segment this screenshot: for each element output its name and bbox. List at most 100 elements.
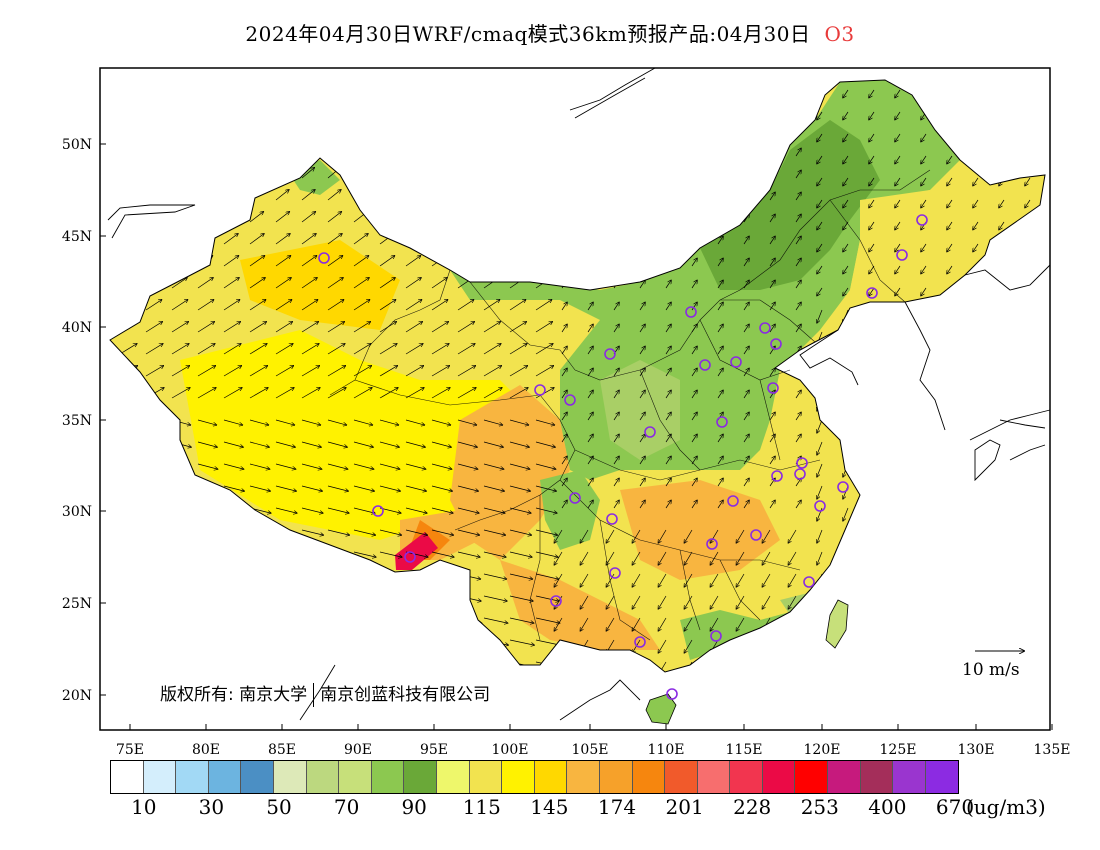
station-marker xyxy=(770,338,782,350)
wind-arrow xyxy=(275,278,291,289)
wind-arrow xyxy=(353,278,369,289)
wind-arrow xyxy=(509,388,528,399)
wind-arrow xyxy=(249,419,269,425)
wind-arrow xyxy=(817,309,823,323)
wind-arrow xyxy=(145,366,163,377)
wind-arrow xyxy=(639,412,645,421)
legend-swatch xyxy=(502,761,535,793)
wind-arrow xyxy=(249,388,268,399)
station-marker xyxy=(404,551,416,563)
station-marker xyxy=(685,306,697,318)
wind-arrow xyxy=(561,434,567,443)
wind-arrow xyxy=(684,639,693,653)
wind-arrow xyxy=(717,390,723,399)
wind-arrow xyxy=(509,507,531,513)
lon-tick-label: 125E xyxy=(880,742,917,758)
wind-arrow xyxy=(249,234,264,245)
station-marker xyxy=(916,214,928,226)
legend-swatch xyxy=(567,761,600,793)
wind-arrow xyxy=(1025,199,1031,208)
wind-arrow xyxy=(509,463,530,469)
lon-tick-label: 105E xyxy=(572,742,609,758)
wind-arrow xyxy=(379,388,398,399)
wind-arrow xyxy=(921,177,927,186)
wind-arrow xyxy=(483,551,506,557)
wind-arrow xyxy=(483,344,501,355)
wind-arrow xyxy=(353,485,374,491)
wind-arrow xyxy=(639,434,645,443)
wind-arrow xyxy=(483,300,500,311)
wind-arrow xyxy=(606,595,615,609)
wind-arrow xyxy=(869,221,875,230)
wind-arrow xyxy=(587,500,593,509)
legend-label: 50 xyxy=(266,795,292,819)
station-marker xyxy=(710,630,722,642)
legend-swatch xyxy=(339,761,372,793)
wind-arrow xyxy=(561,302,567,311)
station-marker xyxy=(767,382,779,394)
wind-arrow xyxy=(1025,177,1031,186)
station-marker xyxy=(534,384,546,396)
wind-arrow xyxy=(606,551,615,565)
wind-arrow xyxy=(483,507,505,513)
wind-arrow xyxy=(457,300,474,311)
wind-arrow xyxy=(197,463,218,469)
wind-arrow xyxy=(483,419,503,425)
station-marker xyxy=(634,636,646,648)
legend-label: 400 xyxy=(868,795,907,819)
wind-arrow xyxy=(658,639,667,653)
wind-arrow xyxy=(691,478,697,487)
wind-arrow xyxy=(710,595,719,609)
station-marker xyxy=(750,529,762,541)
wind-arrow xyxy=(947,243,953,252)
wind-arrow xyxy=(632,595,641,609)
wind-arrow xyxy=(817,155,823,164)
wind-arrow xyxy=(843,507,849,521)
wind-arrow xyxy=(895,177,901,186)
wind-arrow xyxy=(613,324,619,333)
legend-label: 90 xyxy=(401,795,427,819)
wind-arrow xyxy=(743,412,749,421)
wind-arrow xyxy=(431,463,452,469)
wind-arrow xyxy=(379,278,395,289)
wind-arrow xyxy=(788,573,797,587)
wind-arrow xyxy=(665,456,671,465)
wind-arrow xyxy=(843,155,849,164)
legend-swatch xyxy=(697,761,731,793)
wind-arrow xyxy=(249,300,266,311)
wind-arrow xyxy=(817,111,823,120)
wind-arrow xyxy=(353,322,370,333)
wind-arrow xyxy=(197,300,214,311)
wind-arrow xyxy=(171,300,188,311)
wind-arrow xyxy=(843,265,849,274)
wind-arrow xyxy=(795,280,801,289)
wind-arrow xyxy=(483,529,505,535)
wind-arrow xyxy=(710,573,719,587)
wind-arrow xyxy=(639,456,645,465)
wind-arrow xyxy=(895,133,901,142)
wind-arrow xyxy=(327,190,341,201)
station-marker xyxy=(896,249,908,261)
station-marker xyxy=(318,252,330,264)
wind-arrow xyxy=(762,551,771,565)
wind-arrow xyxy=(606,573,615,587)
wind-arrow xyxy=(301,234,316,245)
station-marker xyxy=(606,513,618,525)
wind-arrow xyxy=(613,390,619,399)
wind-arrow xyxy=(639,390,645,399)
wind-arrow xyxy=(457,322,474,333)
wind-arrow xyxy=(483,322,500,333)
wind-arrow xyxy=(554,573,563,587)
wind-arrow xyxy=(843,243,849,252)
wind-arrow xyxy=(171,322,188,333)
wind-arrow xyxy=(301,463,322,469)
wind-arrow xyxy=(379,507,401,513)
station-marker xyxy=(609,567,621,579)
wind-arrow xyxy=(457,419,477,425)
wind-arrow xyxy=(327,212,341,223)
lat-tick-label: 20N xyxy=(62,688,92,704)
wind-arrow xyxy=(353,388,372,399)
legend-swatch xyxy=(795,761,829,793)
wind-arrow xyxy=(301,441,321,447)
wind-arrow xyxy=(684,573,693,587)
